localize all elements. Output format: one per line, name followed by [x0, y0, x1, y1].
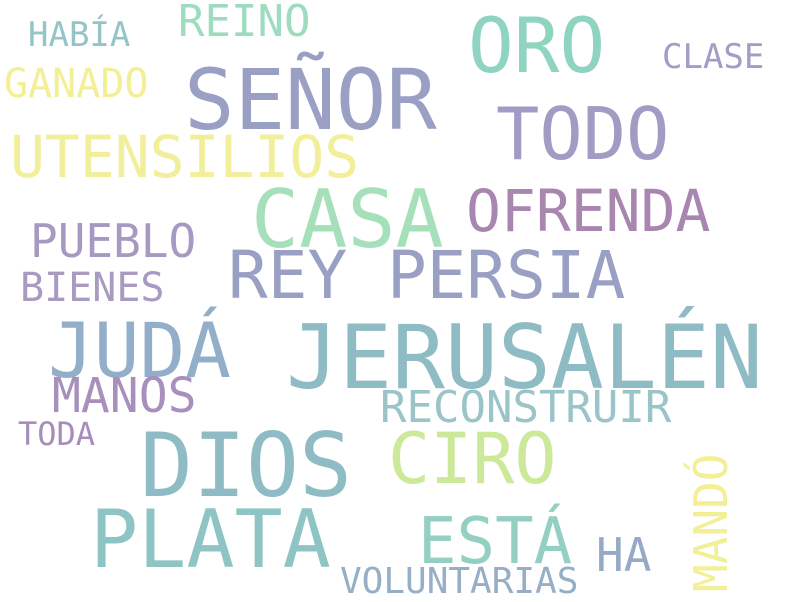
- word-oro: ORO: [468, 1, 606, 90]
- word-ofrenda: OFRENDA: [466, 177, 711, 245]
- word-dios: DIOS: [140, 414, 352, 517]
- word-ciro: CIRO: [388, 418, 557, 500]
- word-ha: HA: [596, 528, 652, 582]
- word-juda: JUDÁ: [48, 306, 232, 395]
- word-reino: REINO: [178, 0, 311, 47]
- word-todo: TODO: [496, 92, 670, 176]
- word-utensilios: UTENSILIOS: [10, 123, 360, 191]
- word-rey-persia: REY PERSIA: [228, 237, 626, 314]
- word-jerusalen: JERUSALÉN: [286, 306, 763, 409]
- word-manos: MANOS: [52, 368, 197, 424]
- word-bienes: BIENES: [20, 265, 165, 311]
- word-casa: CASA: [251, 173, 444, 266]
- word-ganado: GANADO: [4, 61, 149, 107]
- word-plata: PLATA: [90, 493, 331, 586]
- word-voluntarias: VOLUNTARIAS: [340, 561, 579, 602]
- word-senor: SEÑOR: [184, 51, 437, 149]
- word-reconstruir: RECONSTRUIR: [380, 382, 672, 433]
- word-habia: HABÍA: [28, 15, 131, 55]
- word-mando: MANDÓ: [684, 453, 738, 592]
- word-clase: CLASE: [662, 37, 765, 77]
- word-pueblo: PUEBLO: [30, 214, 197, 268]
- word-toda: TODA: [18, 415, 96, 453]
- word-esta: ESTÁ: [418, 505, 573, 579]
